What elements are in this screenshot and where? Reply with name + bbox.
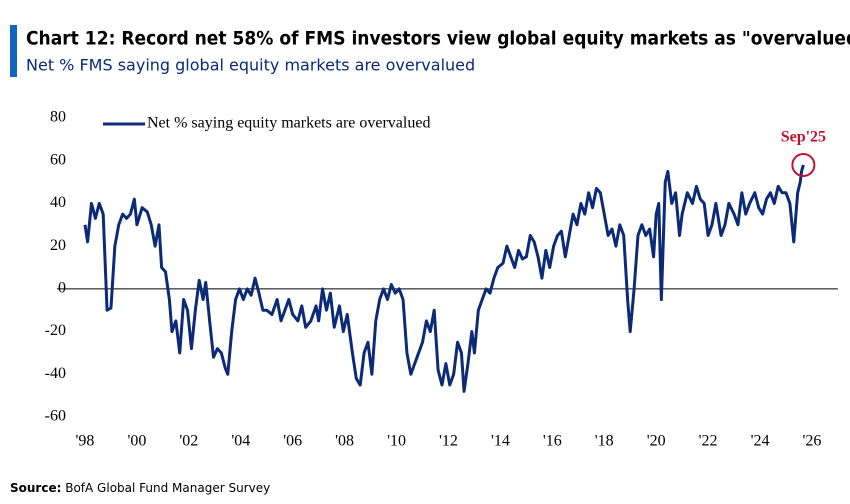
- x-tick-label: '26: [802, 433, 821, 450]
- y-tick-label: 60: [50, 151, 66, 168]
- y-tick-label: 40: [50, 194, 66, 211]
- x-tick-label: '98: [76, 433, 95, 450]
- title-accent: [10, 25, 17, 77]
- source-text: BofA Global Fund Manager Survey: [65, 481, 270, 495]
- source-label: Source:: [10, 481, 61, 495]
- x-tick-label: '24: [751, 433, 770, 450]
- chart-subtitle: Net % FMS saying global equity markets a…: [26, 56, 475, 75]
- y-tick-label: -60: [45, 408, 66, 425]
- data-line: [83, 164, 805, 393]
- x-tick-label: '08: [335, 433, 354, 450]
- x-tick-label: '18: [595, 433, 614, 450]
- y-tick-label: -20: [45, 322, 66, 339]
- x-tick-label: '00: [127, 433, 146, 450]
- y-tick-label: 0: [58, 280, 66, 297]
- source: Source: BofA Global Fund Manager Survey: [10, 481, 270, 495]
- y-tick-label: 20: [50, 237, 66, 254]
- legend-label: Net % saying equity markets are overvalu…: [147, 115, 430, 132]
- x-tick-label: '14: [491, 433, 510, 450]
- annotation-circle: [791, 152, 816, 177]
- x-tick-label: '02: [179, 433, 198, 450]
- x-tick-label: '16: [543, 433, 562, 450]
- x-tick-label: '20: [647, 433, 666, 450]
- chart-title: Chart 12: Record net 58% of FMS investor…: [26, 28, 850, 50]
- x-tick-label: '12: [439, 433, 458, 450]
- x-tick-label: '10: [387, 433, 406, 450]
- y-tick-label: -40: [45, 365, 66, 382]
- y-tick-label: 80: [50, 109, 66, 126]
- x-tick-label: '04: [231, 433, 250, 450]
- x-tick-label: '06: [283, 433, 302, 450]
- annotation: Sep'25: [781, 129, 826, 146]
- x-tick-label: '22: [699, 433, 718, 450]
